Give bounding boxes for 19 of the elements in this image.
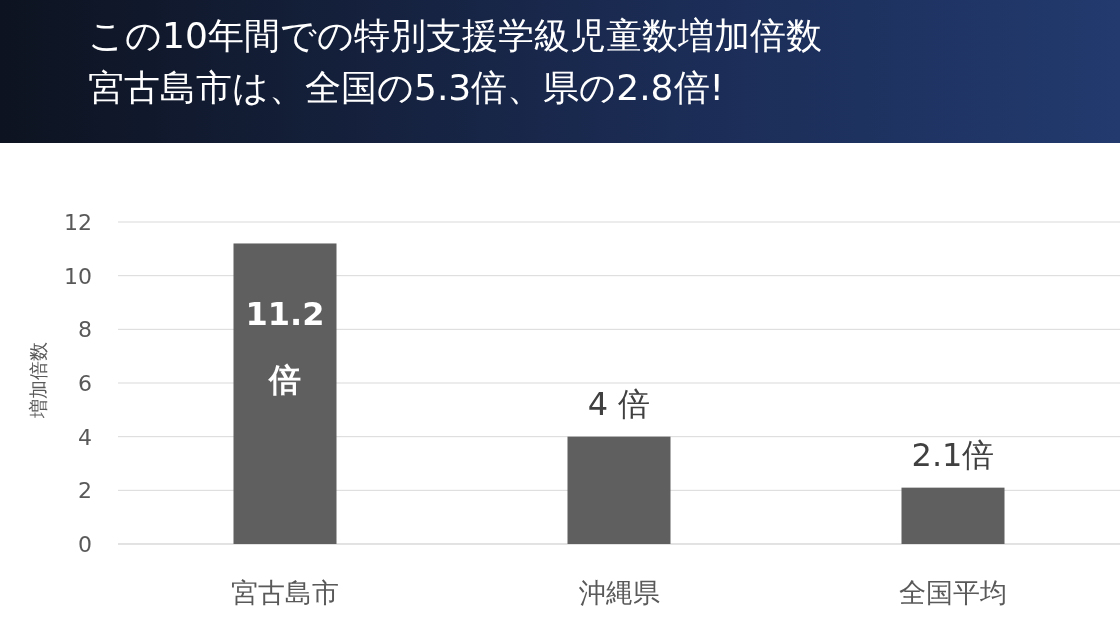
- y-tick-label: 6: [78, 371, 92, 396]
- bar: [567, 436, 671, 544]
- data-label: 2.1倍: [911, 435, 995, 474]
- data-label: 11.2 倍: [245, 295, 325, 400]
- y-tick-label: 12: [64, 210, 92, 235]
- bar: [233, 243, 337, 544]
- y-tick-label: 0: [78, 532, 92, 557]
- y-axis-title: 増加倍数: [27, 342, 49, 419]
- x-tick-label: 宮古島市: [231, 577, 339, 608]
- y-tick-label: 8: [78, 317, 92, 343]
- bar: [901, 487, 1005, 544]
- x-tick-label: 全国平均: [899, 577, 1007, 608]
- y-tick-label: 4: [78, 424, 92, 450]
- x-tick-label: 沖縄県: [578, 577, 660, 608]
- data-label: 4 倍: [587, 384, 651, 423]
- y-tick-label: 10: [64, 263, 92, 289]
- chart-subtitle: 宮古島市は、全国の5.3倍、県の2.8倍!: [88, 67, 724, 108]
- y-tick-label: 2: [78, 478, 92, 504]
- chart-title: この10年間での特別支援学級児童数増加倍数: [88, 15, 822, 56]
